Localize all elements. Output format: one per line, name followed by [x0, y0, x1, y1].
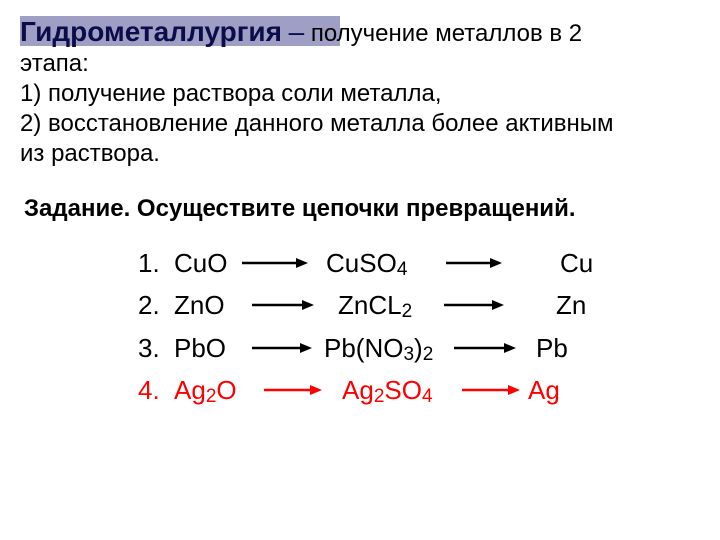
compound-3: Zn	[556, 285, 616, 325]
compound-2: Pb(NO3)2	[324, 328, 454, 368]
definition-text-1: получение металлов в 2	[311, 20, 582, 47]
arrow-icon	[444, 298, 504, 312]
arrow-2	[444, 243, 560, 283]
definition-text-4: 2) восстановление данного металла более …	[20, 110, 614, 137]
arrow-icon	[242, 256, 308, 270]
arrow-icon	[454, 341, 516, 355]
arrow-1	[244, 328, 324, 368]
chain-number: 3.	[138, 328, 172, 368]
arrow-icon	[252, 341, 312, 355]
compound-3: Pb	[536, 328, 596, 368]
definition-text-3: 1) получение раствора соли металла,	[20, 80, 442, 107]
arrow-2	[444, 285, 556, 325]
compound-2: CuSO4	[326, 243, 444, 283]
chain-row: 1.CuO CuSO4 Cu	[138, 241, 700, 283]
dash: –	[289, 16, 305, 47]
definition-text-2: этапа:	[20, 50, 89, 77]
arrow-1	[236, 243, 326, 283]
definition-block: Гидрометаллургия – получение металлов в …	[20, 14, 700, 169]
compound-1: Ag2O	[174, 370, 256, 410]
chain-row: 4.Ag2O Ag2SO4 Ag	[138, 368, 700, 410]
chain-number: 1.	[138, 243, 172, 283]
compound-3: Cu	[560, 243, 620, 283]
compound-3: Ag	[528, 370, 588, 410]
chain-row: 3.PbO Pb(NO3)2 Pb	[138, 326, 700, 368]
compound-1: ZnO	[174, 285, 244, 325]
compound-1: PbO	[174, 328, 244, 368]
chain-number: 2.	[138, 285, 172, 325]
chain-number: 4.	[138, 370, 172, 410]
arrow-icon	[446, 256, 502, 270]
compound-2: Ag2SO4	[342, 370, 462, 410]
arrow-icon	[252, 298, 314, 312]
arrow-icon	[462, 383, 520, 397]
transformation-chains: 1.CuOCuSO4Cu2.ZnOZnCL2Zn3.PbOPb(NO3)2Pb4…	[138, 241, 700, 410]
arrow-1	[256, 370, 342, 410]
definition-text-5: из раствора.	[20, 140, 160, 167]
arrow-icon	[264, 383, 322, 397]
compound-2: ZnCL2	[338, 285, 444, 325]
arrow-2	[462, 370, 528, 410]
task-heading: Задание. Осуществите цепочки превращений…	[24, 195, 700, 223]
arrow-1	[244, 285, 338, 325]
compound-1: CuO	[174, 243, 236, 283]
term: Гидрометаллургия	[20, 16, 282, 47]
arrow-2	[454, 328, 536, 368]
slide: Гидрометаллургия – получение металлов в …	[0, 0, 720, 540]
chain-row: 2.ZnO ZnCL2 Zn	[138, 283, 700, 325]
